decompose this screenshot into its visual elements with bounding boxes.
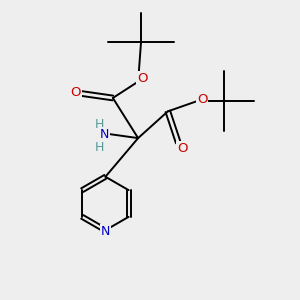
Text: O: O: [197, 93, 207, 106]
Text: O: O: [137, 72, 148, 85]
Text: N: N: [101, 225, 110, 238]
Text: H: H: [95, 141, 104, 154]
Text: O: O: [177, 142, 188, 155]
Text: H: H: [95, 118, 104, 130]
Text: N: N: [100, 128, 109, 141]
Text: O: O: [70, 85, 81, 98]
